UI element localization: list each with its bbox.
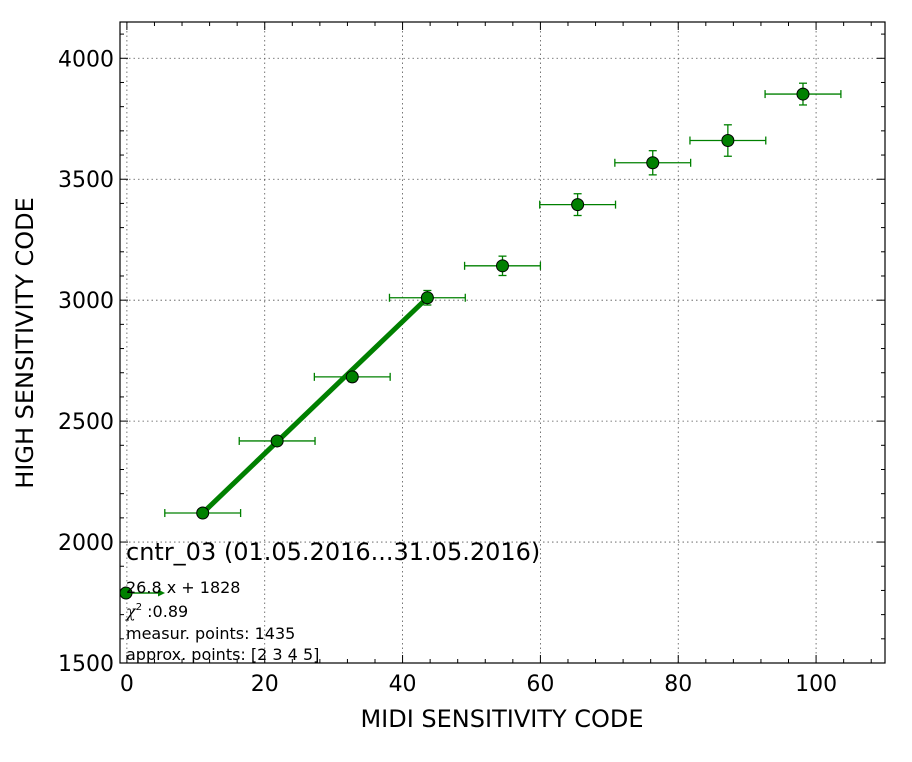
x-tick-label: 100 [795, 672, 837, 697]
y-tick-label: 2000 [58, 531, 114, 556]
fit-equation: 26.8 x + 1828 [126, 578, 240, 597]
y-tick-label: 4000 [58, 47, 114, 72]
chi-square-value: χ2 :0.89 [125, 602, 188, 621]
data-point [196, 506, 210, 520]
minor-ticks [120, 22, 885, 663]
data-points [196, 87, 810, 520]
data-point [646, 156, 660, 170]
fit-line-group [200, 295, 430, 516]
measured-points: measur. points: 1435 [126, 624, 295, 643]
y-tick-label: 3500 [58, 168, 114, 193]
chi-number: :0.89 [142, 602, 188, 621]
y-tick-label: 3000 [58, 289, 114, 314]
data-point [721, 134, 735, 148]
x-tick-label: 60 [526, 672, 554, 697]
x-tick-label: 0 [120, 672, 134, 697]
x-axis-label: MIDI SENSITIVITY CODE [360, 705, 643, 733]
plot-frame [119, 21, 886, 664]
tick-labels: 0 20 40 60 80 100 1500 2000 2500 3000 3500 4000 [58, 47, 837, 697]
grid [120, 22, 885, 663]
approx-points: approx. points: [2 3 4 5] [126, 645, 319, 664]
legend-point-marker [119, 586, 133, 600]
y-axis-label: HIGH SENSITIVITY CODE [11, 197, 39, 489]
legend-marker [119, 586, 165, 600]
data-point [270, 434, 284, 448]
data-point [345, 370, 359, 384]
x-tick-label: 40 [389, 672, 417, 697]
x-tick-label: 20 [251, 672, 279, 697]
data-point [571, 198, 585, 212]
legend-arrow-head [158, 589, 165, 597]
data-point [420, 291, 434, 305]
x-tick-label: 80 [664, 672, 692, 697]
annotation-block: cntr_03 (01.05.2016...31.05.2016) 26.8 x… [119, 538, 540, 664]
chi-symbol: χ [125, 602, 137, 621]
data-point [496, 259, 509, 273]
y-tick-label: 1500 [58, 652, 114, 677]
y-tick-label: 2500 [58, 410, 114, 435]
annotation-title: cntr_03 (01.05.2016...31.05.2016) [126, 538, 540, 566]
data-point [796, 87, 810, 101]
fit-line [200, 295, 430, 516]
chi-exponent: 2 [136, 602, 142, 613]
major-ticks [120, 22, 885, 664]
